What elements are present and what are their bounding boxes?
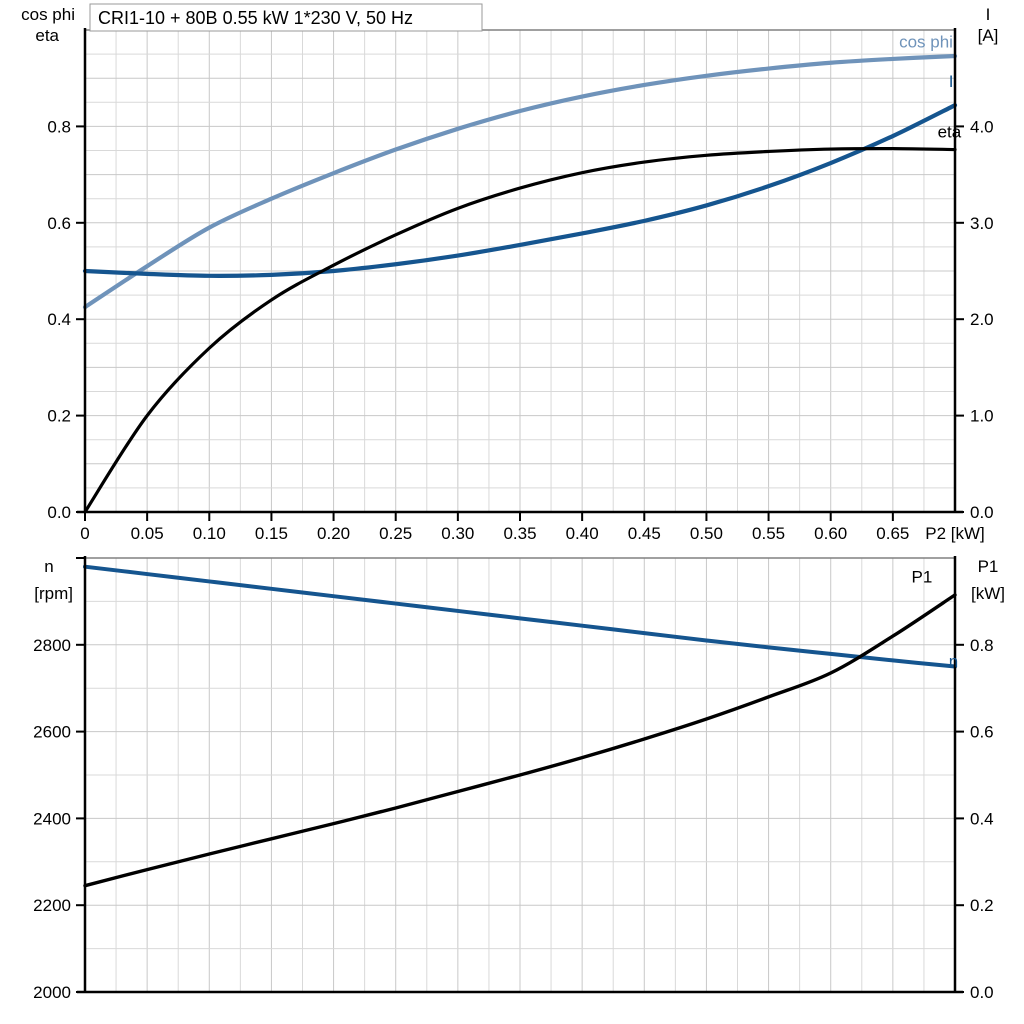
top-chart: 0.0 0.2 0.4 0.6 0.8 0.0 1.0 2.0 3.0 4.0 0 0.05 0.10 0… xyxy=(21,3,999,543)
bottom-chart: 2000 2200 2400 2600 2800 0.0 0.2 0.4 0.6 0.8 n [rpm… xyxy=(0,548,1024,1024)
top-x-axis-title: P2 [kW] xyxy=(925,524,985,543)
tick-label-x-11: 0.55 xyxy=(752,524,785,543)
curve-p1 xyxy=(83,593,957,888)
tick-label-x-3: 0.15 xyxy=(255,524,288,543)
tick-label-x-10: 0.50 xyxy=(690,524,723,543)
bottom-plot-group: 2000 2200 2400 2600 2800 0.0 0.2 0.4 0.6 0.8 n [rpm… xyxy=(33,556,1005,1002)
tick-label-left-3: 2600 xyxy=(33,723,71,742)
tick-label-x-5: 0.25 xyxy=(379,524,412,543)
curve-label-speed: n xyxy=(949,652,958,671)
bottom-right-axis-title-line2: [kW] xyxy=(971,584,1005,603)
tick-label-right-1: 0.2 xyxy=(970,896,994,915)
top-plot-group: 0.0 0.2 0.4 0.6 0.8 0.0 1.0 2.0 3.0 4.0 0 0.05 0.10 0… xyxy=(21,3,999,543)
tick-label-right-1: 1.0 xyxy=(970,407,994,426)
tick-label-x-2: 0.10 xyxy=(193,524,226,543)
top-chart-svg: 0.0 0.2 0.4 0.6 0.8 0.0 1.0 2.0 3.0 4.0 0 0.05 0.10 0… xyxy=(21,3,999,543)
tick-label-right-4: 4.0 xyxy=(970,117,994,136)
tick-label-x-9: 0.45 xyxy=(628,524,661,543)
tick-label-right-2: 0.4 xyxy=(970,809,994,828)
bottom-left-axis-title-line2: [rpm] xyxy=(34,584,73,603)
tick-label-right-3: 3.0 xyxy=(970,214,994,233)
top-right-axis-title-line1: I xyxy=(986,5,991,24)
curve-cos-phi xyxy=(82,53,958,310)
tick-label-x-1: 0.05 xyxy=(131,524,164,543)
tick-label-left-2: 2400 xyxy=(33,809,71,828)
tick-label-right-0: 0.0 xyxy=(970,983,994,1002)
tick-label-left-4: 2800 xyxy=(33,636,71,655)
bottom-left-axis-title-line1: n xyxy=(44,557,53,576)
curve-speed xyxy=(83,564,957,669)
chart-title-box xyxy=(89,3,483,32)
curve-current xyxy=(82,103,958,278)
tick-label-x-12: 0.60 xyxy=(814,524,847,543)
tick-label-x-13: 0.65 xyxy=(876,524,909,543)
tick-label-left-0: 2000 xyxy=(33,983,71,1002)
top-right-axis-title-line2: [A] xyxy=(978,26,999,45)
tick-label-left-3: 0.6 xyxy=(47,214,71,233)
bottom-chart-svg: 2000 2200 2400 2600 2800 0.0 0.2 0.4 0.6 0.8 n [rpm… xyxy=(33,556,1005,1002)
tick-label-x-6: 0.30 xyxy=(441,524,474,543)
tick-label-left-1: 0.2 xyxy=(47,407,71,426)
curve-label-cos-phi: cos phi xyxy=(899,33,953,52)
tick-label-x-8: 0.40 xyxy=(566,524,599,543)
curve-eta xyxy=(83,146,957,514)
tick-label-right-4: 0.8 xyxy=(970,636,994,655)
tick-label-right-0: 0.0 xyxy=(970,503,994,522)
bottom-right-axis-title-line1: P1 xyxy=(978,557,999,576)
tick-label-left-0: 0.0 xyxy=(47,503,71,522)
tick-label-right-3: 0.6 xyxy=(970,723,994,742)
tick-label-x-4: 0.20 xyxy=(317,524,350,543)
curve-label-p1: P1 xyxy=(912,568,933,587)
tick-label-x-7: 0.35 xyxy=(503,524,536,543)
top-left-axis-title-line1: cos phi xyxy=(21,5,75,24)
tick-label-right-2: 2.0 xyxy=(970,310,994,329)
tick-label-left-2: 0.4 xyxy=(47,310,71,329)
curve-label-eta: eta xyxy=(938,123,962,142)
curve-label-current: I xyxy=(949,72,954,91)
tick-label-left-4: 0.8 xyxy=(47,117,71,136)
top-left-axis-title-line2: eta xyxy=(35,26,59,45)
tick-label-x-0: 0 xyxy=(80,524,89,543)
chart-title-text: CRI1-10 + 80B 0.55 kW 1*230 V, 50 Hz xyxy=(98,8,413,28)
tick-label-left-1: 2200 xyxy=(33,896,71,915)
